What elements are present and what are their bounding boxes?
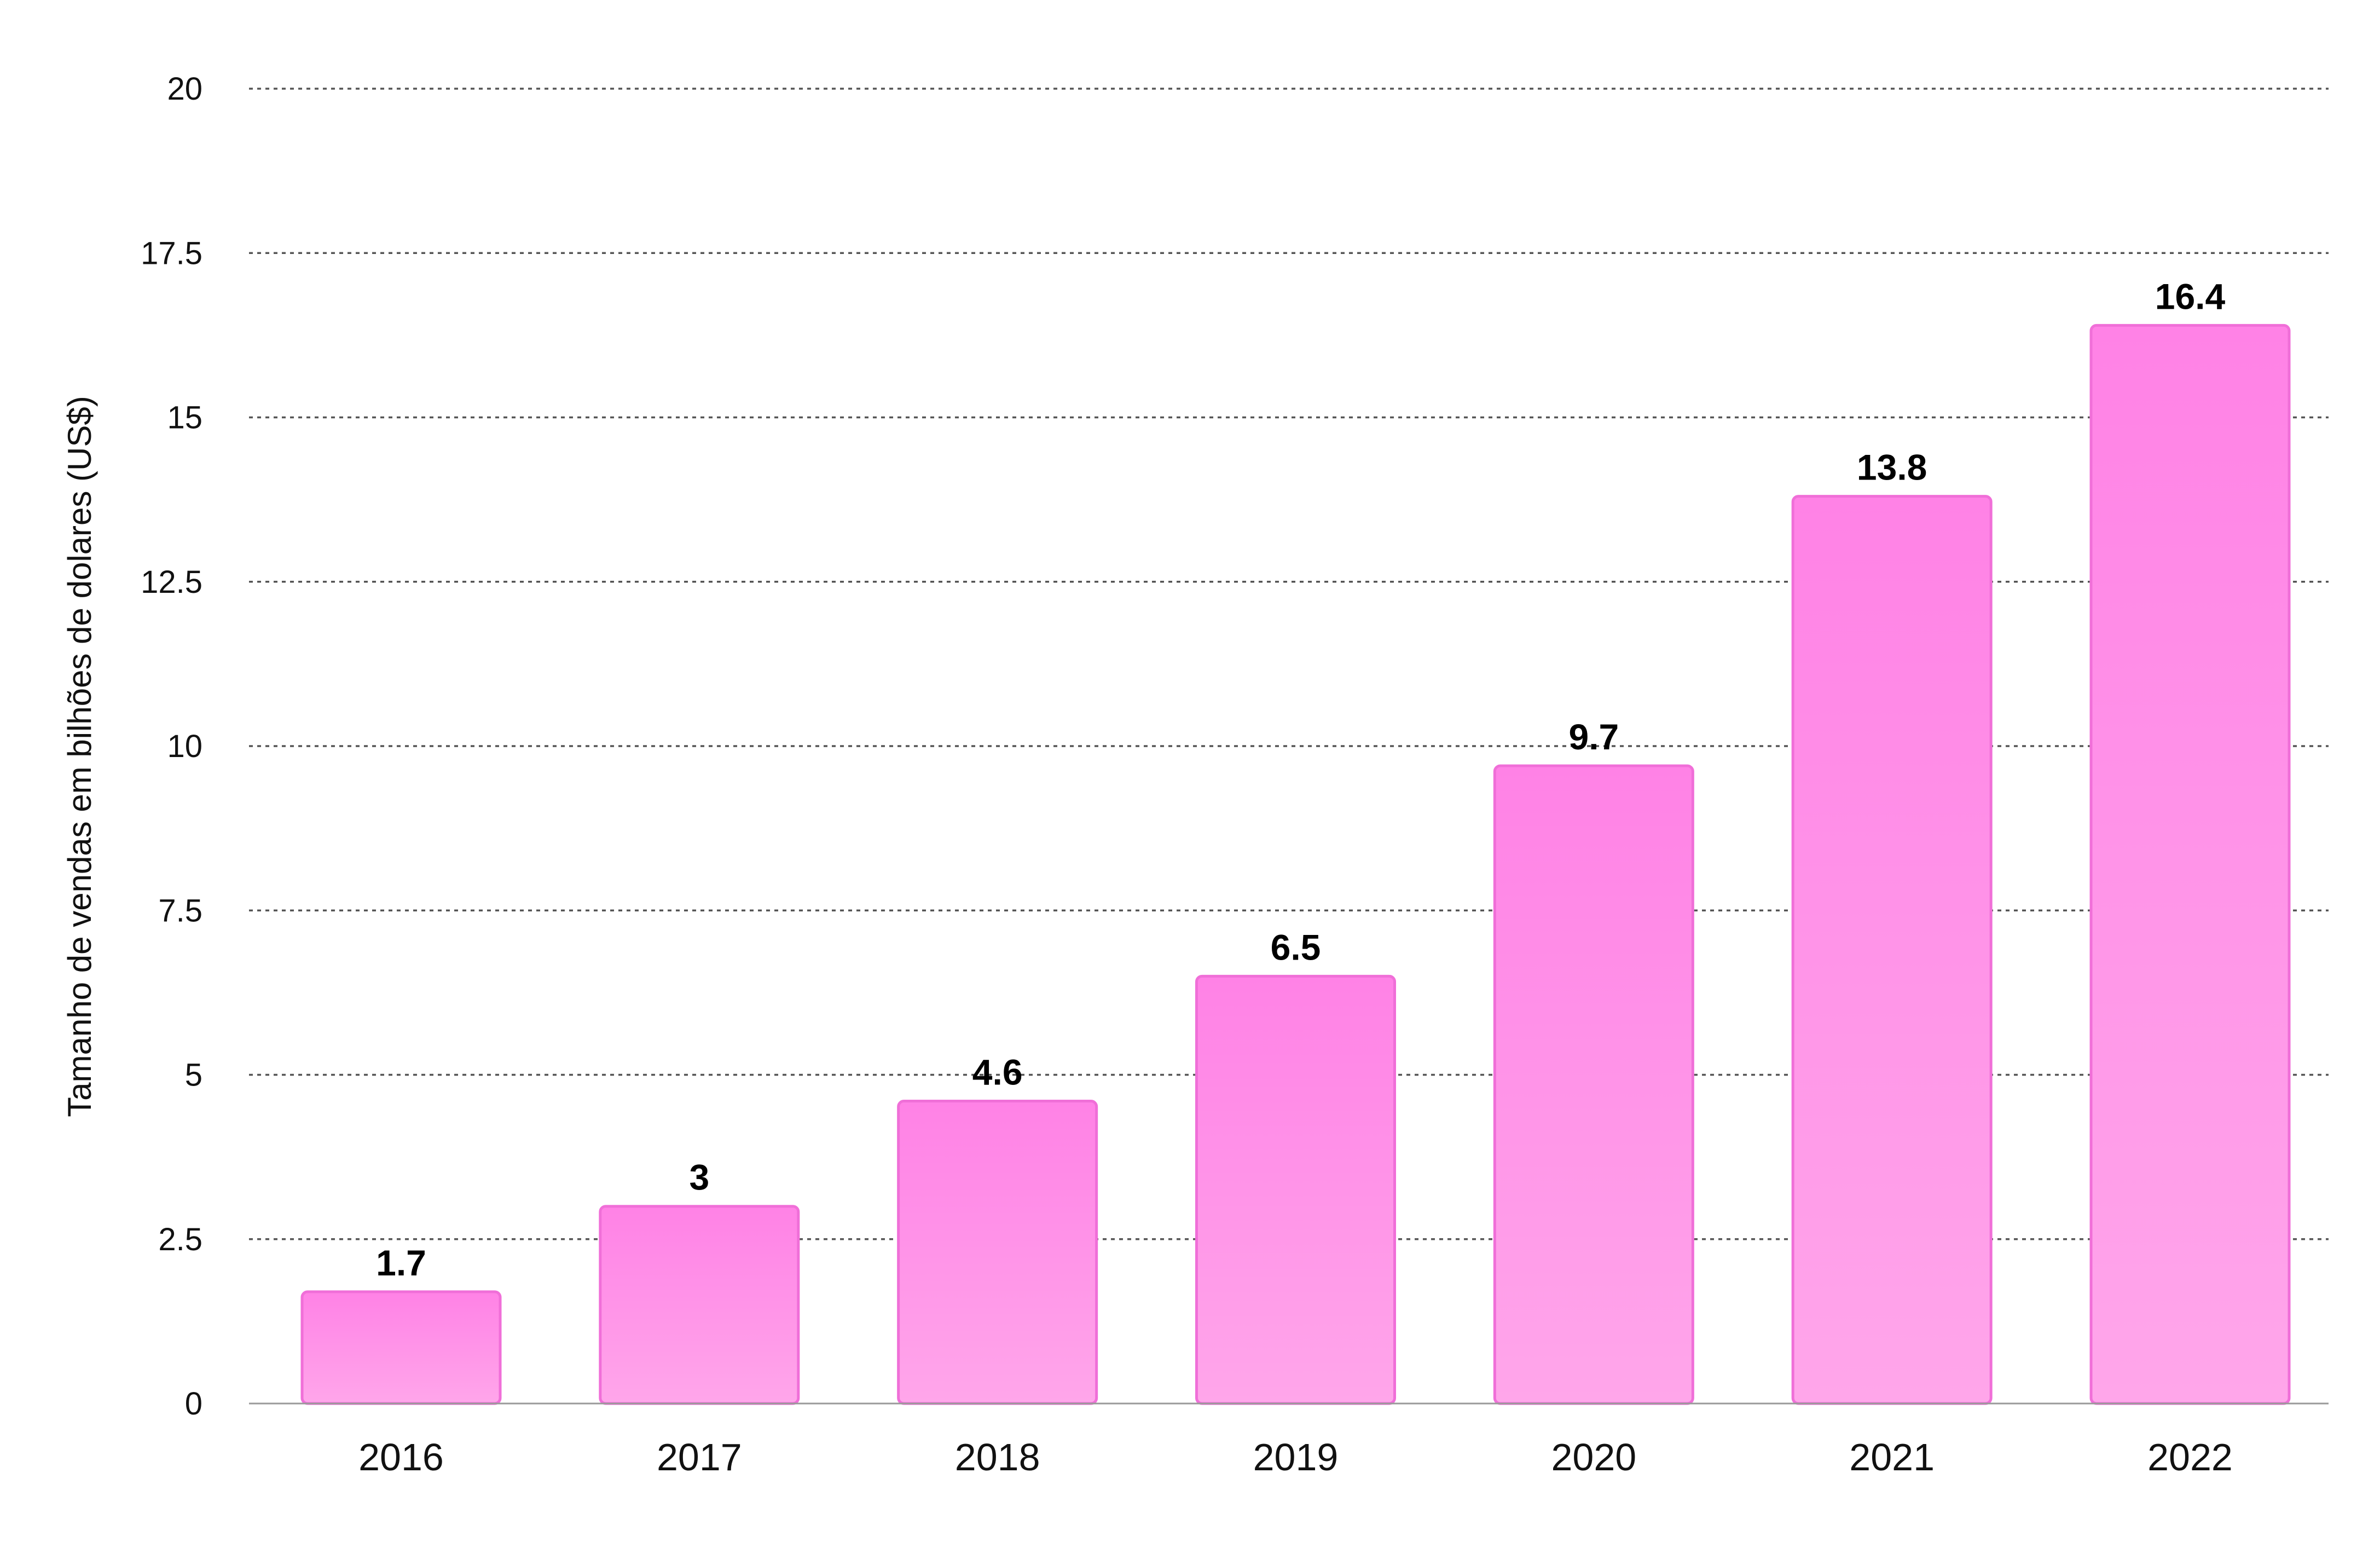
bar-2022	[2089, 324, 2291, 1405]
bar-2020	[1493, 764, 1694, 1405]
x-tick-label-2017: 2017	[657, 1436, 742, 1479]
y-tick-label: 17.5	[141, 235, 202, 271]
value-label-2022: 16.4	[2155, 276, 2226, 316]
y-tick-label: 7.5	[158, 893, 202, 928]
value-label-2016: 1.7	[376, 1243, 426, 1283]
y-axis-title: Tamanho de vendas em bilhões de dolares …	[61, 396, 98, 1117]
y-axis-ticks: 0 2.5 5 7.5 10 12.5 15 17.5 20	[141, 71, 202, 1422]
y-tick-label: 20	[167, 71, 202, 107]
value-label-2020: 9.7	[1568, 717, 1619, 757]
value-label-2021: 13.8	[1857, 447, 1927, 488]
y-tick-label: 2.5	[158, 1222, 202, 1257]
x-tick-label-2016: 2016	[358, 1436, 444, 1479]
value-label-2018: 4.6	[972, 1052, 1023, 1093]
bars	[300, 324, 2291, 1405]
y-tick-label: 12.5	[141, 564, 202, 600]
y-tick-label: 5	[185, 1058, 202, 1093]
bar-2018	[897, 1100, 1098, 1405]
value-labels: 1.7 3 4.6 6.5 9.7 13.8 16.4	[376, 276, 2225, 1283]
x-tick-label-2018: 2018	[955, 1436, 1040, 1479]
x-tick-label-2021: 2021	[1849, 1436, 1935, 1479]
bar-2019	[1195, 974, 1396, 1405]
value-label-2017: 3	[689, 1157, 709, 1198]
x-tick-label-2020: 2020	[1551, 1436, 1636, 1479]
y-tick-label: 10	[167, 729, 202, 764]
y-tick-label: 15	[167, 400, 202, 436]
value-label-2019: 6.5	[1271, 927, 1321, 967]
x-tick-label-2022: 2022	[2147, 1436, 2233, 1479]
x-axis-ticks: 2016 2017 2018 2019 2020 2021 2022	[358, 1436, 2233, 1479]
bar-2016	[300, 1290, 502, 1405]
x-tick-label-2019: 2019	[1253, 1436, 1339, 1479]
bar-2017	[599, 1205, 800, 1405]
bar-2021	[1791, 495, 1993, 1405]
y-tick-label: 0	[185, 1386, 202, 1422]
